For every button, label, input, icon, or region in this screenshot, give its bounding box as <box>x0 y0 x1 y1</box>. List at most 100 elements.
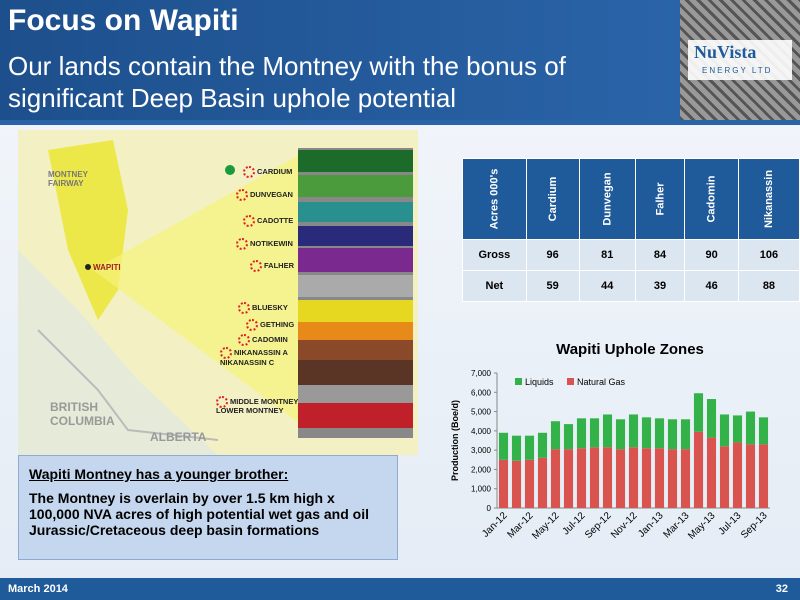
legend-label: Natural Gas <box>577 377 626 387</box>
cell: 90 <box>684 239 739 271</box>
cell: 39 <box>634 270 686 302</box>
bar-segment <box>654 448 665 508</box>
bar-segment <box>680 449 691 508</box>
bar-segment <box>641 417 652 449</box>
marker <box>220 347 232 359</box>
marker <box>236 238 248 250</box>
bar-segment <box>537 432 548 458</box>
formation-label: FALHER <box>250 260 294 272</box>
bar-segment <box>602 447 613 508</box>
formation-name: FALHER <box>264 260 294 270</box>
header-cell: Cadomin <box>684 158 739 240</box>
bar-segment <box>758 417 769 445</box>
x-tick-label: May-13 <box>686 510 718 542</box>
y-tick-label: 1,000 <box>471 485 492 494</box>
bar-segment <box>641 448 652 508</box>
bar-segment <box>524 459 535 508</box>
header-cell: Acres 000's <box>462 158 527 240</box>
bar-segment <box>758 444 769 508</box>
y-tick-label: 0 <box>487 504 492 513</box>
page-number: 32 <box>775 583 788 595</box>
bar-segment <box>732 442 743 508</box>
marker <box>238 334 250 346</box>
x-tick-label: Nov-12 <box>609 510 640 541</box>
cell: Gross <box>462 239 527 271</box>
y-axis-label: Production (Boe/d) <box>450 400 460 481</box>
formation-name: CADOTTE <box>257 215 294 225</box>
formation-name: CADOMIN <box>252 334 288 344</box>
bar-segment <box>498 459 509 508</box>
y-tick-label: 2,000 <box>471 465 492 474</box>
marker <box>243 166 255 178</box>
header-text: Falher <box>654 182 667 216</box>
divider <box>0 120 800 125</box>
marker <box>243 215 255 227</box>
header-text: Cadomin <box>705 175 718 223</box>
callout-heading: Wapiti Montney has a younger brother: <box>29 466 289 482</box>
bar-segment <box>615 419 626 450</box>
map-label: WAPITI <box>93 263 121 272</box>
formation-name: DUNVEGAN <box>250 189 293 199</box>
formation-label: MIDDLE MONTNEY <box>216 396 298 408</box>
map-label: ALBERTA <box>150 430 207 444</box>
header-text: Acres 000's <box>488 168 501 230</box>
cell: 44 <box>578 270 636 302</box>
bar-segment <box>524 435 535 460</box>
formation-name: LOWER MONTNEY <box>216 406 284 415</box>
cell: 84 <box>634 239 686 271</box>
bar-segment <box>745 411 756 445</box>
bar-segment <box>719 414 730 447</box>
marker <box>250 260 262 272</box>
chart: Wapiti Uphole Zones Production (Boe/d) 0 1,… <box>450 341 770 542</box>
bar-segment <box>628 447 639 508</box>
bar-segment <box>498 432 509 460</box>
bar-segment <box>563 449 574 508</box>
bar-segment <box>693 431 704 508</box>
formation-name: BLUESKY <box>252 302 288 312</box>
header-cell: Falher <box>634 158 686 240</box>
cell: 106 <box>737 239 800 271</box>
y-tick-label: 3,000 <box>471 446 492 455</box>
bar-segment <box>550 421 561 450</box>
header-row: Acres 000's Cardium Dunvegan Falher Cadomin N… <box>462 158 800 240</box>
cell: Net <box>462 270 527 302</box>
logo-sub: ENERGY LTD <box>702 66 773 75</box>
formation-label: LOWER MONTNEY <box>216 406 284 415</box>
legend-swatch <box>515 378 522 385</box>
bar-segment <box>576 448 587 508</box>
cell: 46 <box>684 270 739 302</box>
formation-label: CADOTTE <box>243 215 293 227</box>
bar-segment <box>589 418 600 448</box>
cell: 88 <box>737 270 800 302</box>
x-tick-label: Sep-13 <box>739 510 770 541</box>
logo-text: NuVista <box>694 42 757 62</box>
bar-segment <box>537 457 548 508</box>
cell: 96 <box>525 239 580 271</box>
formation-label: CARDIUM <box>243 166 292 178</box>
bar-segment <box>654 418 665 449</box>
y-tick-label: 7,000 <box>471 369 492 378</box>
bar-segment <box>589 447 600 508</box>
map-label: BRITISH COLUMBIA <box>50 400 115 428</box>
x-tick-label: Jan-13 <box>636 510 666 540</box>
y-tick-label: 6,000 <box>471 388 492 397</box>
bar-segment <box>719 446 730 508</box>
footer: March 2014 32 <box>0 578 800 600</box>
bar-segment <box>706 399 717 438</box>
header-cell: Cardium <box>525 158 580 240</box>
bar-segment <box>693 393 704 432</box>
map-label: MONTNEY FAIRWAY <box>48 170 88 188</box>
bar-segment <box>563 424 574 450</box>
y-tick-label: 5,000 <box>471 408 492 417</box>
formation-name: MIDDLE MONTNEY <box>230 396 299 406</box>
bar-segment <box>615 449 626 508</box>
callout-body: The Montney is overlain by over 1.5 km h… <box>29 490 369 538</box>
subtitle: Our lands contain the Montney with the b… <box>8 51 566 113</box>
legend-label: Liquids <box>525 377 554 387</box>
formation-label: GETHING <box>246 319 294 331</box>
formation-label: CADOMIN <box>238 334 288 346</box>
formation-label: NOTIKEWIN <box>236 238 293 250</box>
footer-date: March 2014 <box>8 583 68 595</box>
marker <box>238 302 250 314</box>
